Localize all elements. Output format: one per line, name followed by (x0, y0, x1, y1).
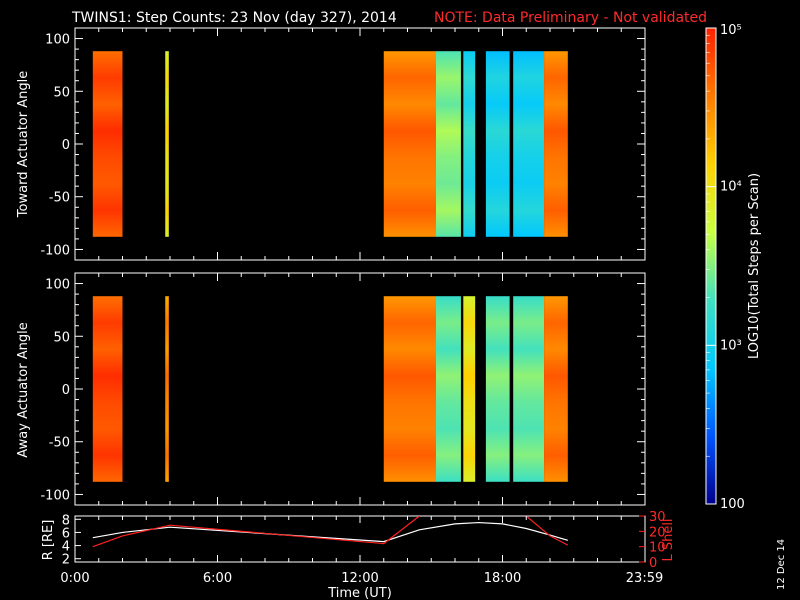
colorbar-tick-label: 10⁴ (720, 180, 742, 195)
x-tick-label: 18:00 (484, 571, 521, 586)
y-tick-label: 0 (62, 138, 70, 153)
away-y-axis-label: Away Actuator Angle (16, 322, 31, 457)
heatmap-band (383, 296, 436, 482)
orbit-lines (92, 516, 569, 548)
away-actuator-panel: 100 50 0 -50 -100 Away Actuator Angle (16, 272, 646, 506)
heatmap-band (485, 296, 510, 482)
l-shell-tick-label: 20 (649, 525, 666, 540)
toward-actuator-panel: 100 50 0 -50 -100 Toward Actuator Angle (16, 27, 646, 261)
heatmap-band (92, 296, 123, 482)
data-preliminary-note: NOTE: Data Preliminary - Not validated (434, 10, 707, 26)
l-shell-line-segment (525, 516, 569, 546)
heatmap-band (436, 296, 461, 482)
colorbar-tick-label: 10³ (720, 338, 742, 353)
r-tick-label: 8 (62, 513, 70, 528)
l-shell-axis-label: L Shell (661, 518, 676, 561)
colorbar-tick-label: 100 (720, 497, 745, 512)
heatmap-band (165, 296, 169, 482)
r-tick-label: 2 (62, 553, 70, 568)
heatmap-band (485, 51, 510, 237)
x-tick-label: 23:59 (626, 571, 663, 586)
y-tick-label: -50 (49, 191, 70, 206)
heatmap-band (544, 296, 568, 482)
x-axis-label: Time (UT) (327, 586, 392, 600)
colorbar-ticks: 100 10³ 10⁴ 10⁵ (706, 23, 745, 512)
colorbar-label: LOG10(Total Steps per Scan) (747, 173, 762, 359)
l-shell-tick-label: 10 (649, 541, 666, 556)
heatmap-band (544, 51, 568, 237)
heatmap-band (436, 51, 461, 237)
y-tick-label: -100 (40, 488, 70, 503)
colorbar: 100 10³ 10⁴ 10⁵ LOG10(Total Steps per Scan) (705, 23, 762, 512)
y-tick-label: 50 (53, 85, 70, 100)
x-tick-label: 0:00 (60, 571, 89, 586)
date-stamp: 12 Dec 14 (776, 539, 787, 590)
heatmap-band (513, 296, 545, 482)
heatmap-band (513, 51, 545, 237)
r-tick-label: 4 (62, 540, 70, 555)
y-tick-label: -50 (49, 436, 70, 451)
x-tick-label: 6:00 (203, 571, 232, 586)
y-tick-label: -100 (40, 243, 70, 258)
heatmap-band (463, 51, 476, 237)
heatmap-band (463, 296, 476, 482)
y-tick-label: 50 (53, 330, 70, 345)
colorbar-tick-label: 10⁵ (720, 23, 742, 38)
heatmap-band (383, 51, 436, 237)
y-tick-label: 100 (45, 33, 70, 48)
away-heatmap-bands (92, 296, 568, 482)
heatmap-band (165, 51, 169, 237)
l-shell-tick-label: 0 (649, 556, 657, 571)
y-tick-label: 0 (62, 383, 70, 398)
r-axis-label: R [RE] (41, 520, 56, 561)
x-tick-label: 12:00 (341, 571, 378, 586)
l-shell-tick-label: 30 (649, 510, 666, 525)
toward-y-axis-label: Toward Actuator Angle (16, 71, 31, 218)
y-tick-label: 100 (45, 278, 70, 293)
r-tick-label: 6 (62, 526, 70, 541)
chart-title: TWINS1: Step Counts: 23 Nov (day 327), 2… (71, 10, 397, 26)
toward-heatmap-bands (92, 51, 568, 237)
away-y-axis: 100 50 0 -50 -100 (40, 273, 646, 505)
l-shell-line (92, 516, 420, 548)
heatmap-band (92, 51, 123, 237)
toward-y-axis: 100 50 0 -50 -100 (40, 28, 646, 260)
